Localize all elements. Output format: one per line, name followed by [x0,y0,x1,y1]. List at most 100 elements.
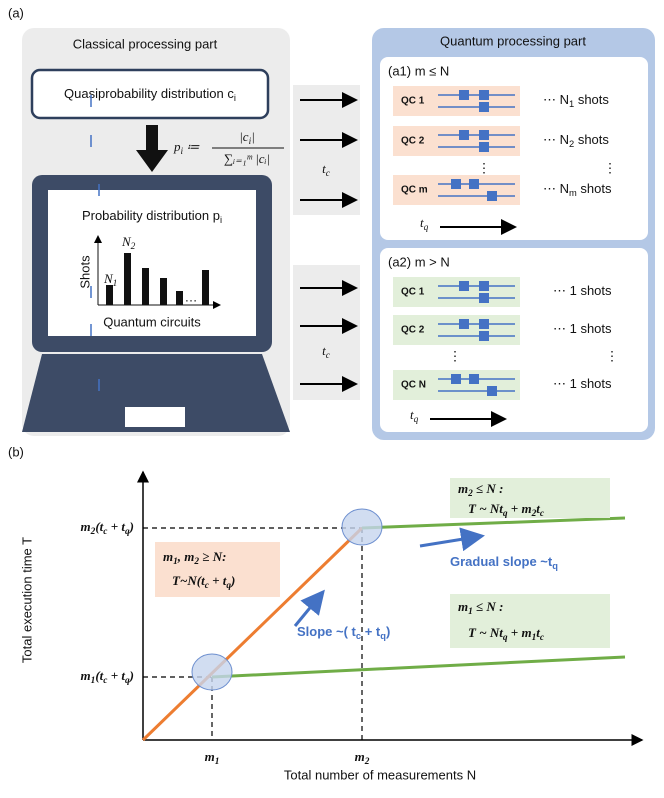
text-part: m [205,749,215,764]
text-part: m [81,668,91,683]
text-part: T ~ Nt [468,625,503,640]
formula-denominator: ∑ᵢ₌₁ᵐ |cᵢ| [224,151,270,166]
subscript: i [234,93,236,103]
gate [459,90,469,100]
shots-label: ⋯ 1 shots [553,283,612,298]
text-part: ≔ [183,139,200,154]
transition-marker [342,509,382,545]
text-part: Probability distribution p [82,208,220,223]
text-part: ≤ N : [473,481,504,496]
text-part: ⋯ N [543,132,569,147]
gate [479,281,489,291]
mini-bar [124,253,131,305]
text-part: ⋯ 1 shots [553,283,612,298]
gate [451,179,461,189]
vdots: ⋮ [604,160,617,175]
text-part: ≤ N : [473,599,504,614]
transfer-box [293,85,360,215]
subpanel-label: (a1) m ≤ N [388,63,449,78]
touchpad [125,407,185,427]
flat-line [362,518,625,528]
x-title: Total number of measurements N [284,767,476,782]
text-part: m [355,749,365,764]
gradual-label: Gradual slope ~tq [450,554,558,571]
gate [469,179,479,189]
text-part: + t [361,624,381,639]
gate [451,374,461,384]
text-part: ) [129,668,134,683]
shots-label: ⋯ N2 shots [543,132,609,149]
ellipsis: … [185,289,198,304]
subscript: 2 [364,757,370,767]
classical-title: Classical processing part [73,36,218,51]
screen-title: Probability distribution pi [82,208,222,225]
gate [479,130,489,140]
circuit-label: QC N [401,380,426,391]
quantum-title: Quantum processing part [440,33,586,48]
text-part: Quasiprobability distribution c [64,86,234,101]
gate [487,386,497,396]
text-part: shots [574,92,609,107]
text-part: , m [177,549,195,564]
text-part: + t [209,573,227,588]
circuit-label: QC 2 [401,325,425,336]
text-part: shots [574,132,609,147]
text-part: T ~ Nt [468,501,503,516]
text-part: ⋯ 1 shots [553,321,612,336]
vdots: ⋮ [606,348,619,363]
gate [479,331,489,341]
circuit-label: QC 1 [401,287,425,298]
text-part: ⋯ N [543,92,569,107]
text-part: ≥ N: [199,549,226,564]
text-part: m [458,481,468,496]
text-part: ⋯ N [543,181,569,196]
text-part: Gradual slope ~t [450,554,553,569]
circuit-label: QC m [401,185,428,196]
transition-marker [192,654,232,690]
circuit-label: QC 1 [401,96,425,107]
gate [459,319,469,329]
text-part: + m [508,501,532,516]
text-part: |c [239,129,249,144]
subscript: m [569,188,577,198]
text-part: ) [129,519,134,534]
text-part: ⋯ 1 shots [553,376,612,391]
gate [479,142,489,152]
vdots: ⋮ [449,348,462,363]
subscript: q [414,415,419,425]
circuit-label: QC 2 [401,136,425,147]
text-part: T~N(t [172,573,205,588]
mini-bar [176,291,183,305]
text-part: m [81,519,91,534]
text-part: shots [577,181,612,196]
gate [479,319,489,329]
y-tick-label: m1(tc + tq) [81,668,134,686]
mini-bar [160,278,167,305]
gate [469,374,479,384]
shots-label: ⋯ 1 shots [553,376,612,391]
gate [479,293,489,303]
gate [479,90,489,100]
panel-label: (a) [8,5,24,20]
slope-arrow [295,592,323,626]
mini-bar [142,268,149,305]
x-tick-label: m1 [205,749,220,767]
text-part: ) [230,573,235,588]
mini-bar [202,270,209,305]
figure: (a) Classical processing part Quasiproba… [0,0,664,798]
subpanel-label: (a2) m > N [388,254,450,269]
gradual-arrow [420,536,482,546]
x-tick-label: m2 [355,749,370,767]
subscript: q [424,223,429,233]
text-part: + m [508,625,532,640]
slope-label: Slope ~( tc + tq) [297,624,390,641]
gate [459,130,469,140]
text-part: m [458,599,468,614]
subscript: q [552,561,558,571]
text-part: + t [107,668,125,683]
text-part: | [251,129,255,144]
transfer-box [293,265,360,400]
panel-label: (b) [8,444,24,459]
subscript: 1 [113,279,118,289]
gate [459,281,469,291]
